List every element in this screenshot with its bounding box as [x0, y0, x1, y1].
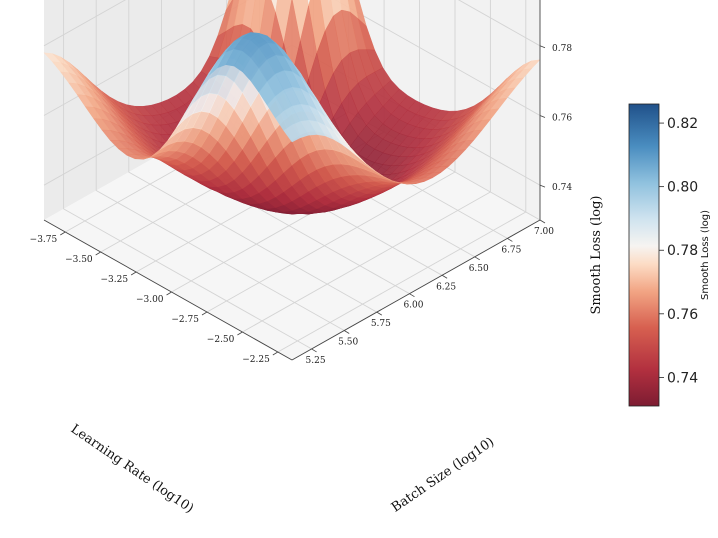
z-tick-label: 0.74	[552, 183, 572, 193]
surface-face	[283, 124, 301, 143]
y-tick-label: 6.00	[403, 301, 423, 311]
y-tick-mark	[344, 330, 350, 334]
z-tick-label: 0.76	[552, 113, 572, 123]
x-tick-label: −2.50	[207, 335, 235, 345]
y-tick-mark	[409, 293, 415, 298]
y-tick-mark	[376, 311, 383, 316]
surface-face	[307, 0, 311, 6]
x-tick-mark	[166, 291, 172, 296]
z-tick-label: 0.78	[552, 44, 572, 54]
y-tick-label: 6.75	[501, 245, 521, 255]
axis-edges	[43, 0, 541, 361]
z-tick-mark	[539, 115, 546, 118]
y-tick-mark	[474, 256, 480, 261]
y-axis-line	[291, 219, 541, 361]
colorbar-tick-label: 0.76	[667, 307, 698, 323]
colorbar-tick-label: 0.74	[667, 370, 698, 386]
colorbar-tick-label: 0.82	[667, 116, 698, 132]
y-tick-label: 6.50	[469, 264, 489, 274]
colorbar-label: Smooth Loss (log)	[700, 210, 711, 300]
x-tick-label: −2.75	[171, 315, 199, 325]
y-tick-label: 5.25	[306, 356, 326, 366]
x-tick-mark	[60, 231, 66, 236]
grid-line-y	[128, 0, 378, 313]
colorbar-gradient	[628, 103, 660, 407]
colorbar	[628, 103, 660, 407]
y-tick-label: 5.75	[371, 319, 391, 329]
tick-labels: −2.25 −2.50 −2.75 −3.00 −3.25 −3.50 −3.75 5.25 5…	[30, 44, 573, 366]
y-tick-mark	[507, 238, 513, 242]
x-tick-label: −3.00	[136, 295, 164, 305]
x-tick-label: −2.25	[242, 355, 270, 365]
x-tick-label: −3.25	[101, 275, 129, 285]
y-tick-label: 6.25	[436, 282, 456, 292]
z-tick-mark	[539, 45, 546, 49]
surface-mesh	[43, 0, 541, 215]
x-tick-mark	[130, 271, 137, 276]
y-tick-label: 7.00	[534, 227, 554, 237]
y-tick-mark	[441, 274, 448, 279]
x-axis-label: Learning Rate (log10)	[68, 422, 196, 517]
x-tick-mark	[201, 311, 208, 316]
y-tick-mark	[539, 219, 546, 224]
x-tick-mark	[272, 351, 279, 356]
grid-line-z	[43, 0, 541, 116]
colorbar-tick-label: 0.78	[667, 243, 698, 259]
grid-line-y	[63, 0, 312, 350]
y-tick-mark	[311, 348, 317, 353]
x-axis-line	[43, 219, 293, 361]
z-tick-mark	[539, 184, 546, 188]
x-tick-label: −3.50	[65, 255, 93, 265]
y-tick-label: 5.50	[338, 338, 358, 348]
colorbar-tick-label: 0.80	[667, 180, 698, 196]
x-tick-mark	[95, 251, 101, 256]
z-axis-label: Smooth Loss (log)	[589, 196, 604, 315]
colorbar-ticks: 0.74 0.76 0.78 0.80 0.82	[659, 116, 698, 386]
x-tick-label: −3.75	[30, 235, 58, 245]
y-axis-label: Batch Size (log10)	[389, 435, 497, 516]
x-tick-mark	[237, 331, 243, 336]
grid-line-y	[95, 0, 345, 331]
